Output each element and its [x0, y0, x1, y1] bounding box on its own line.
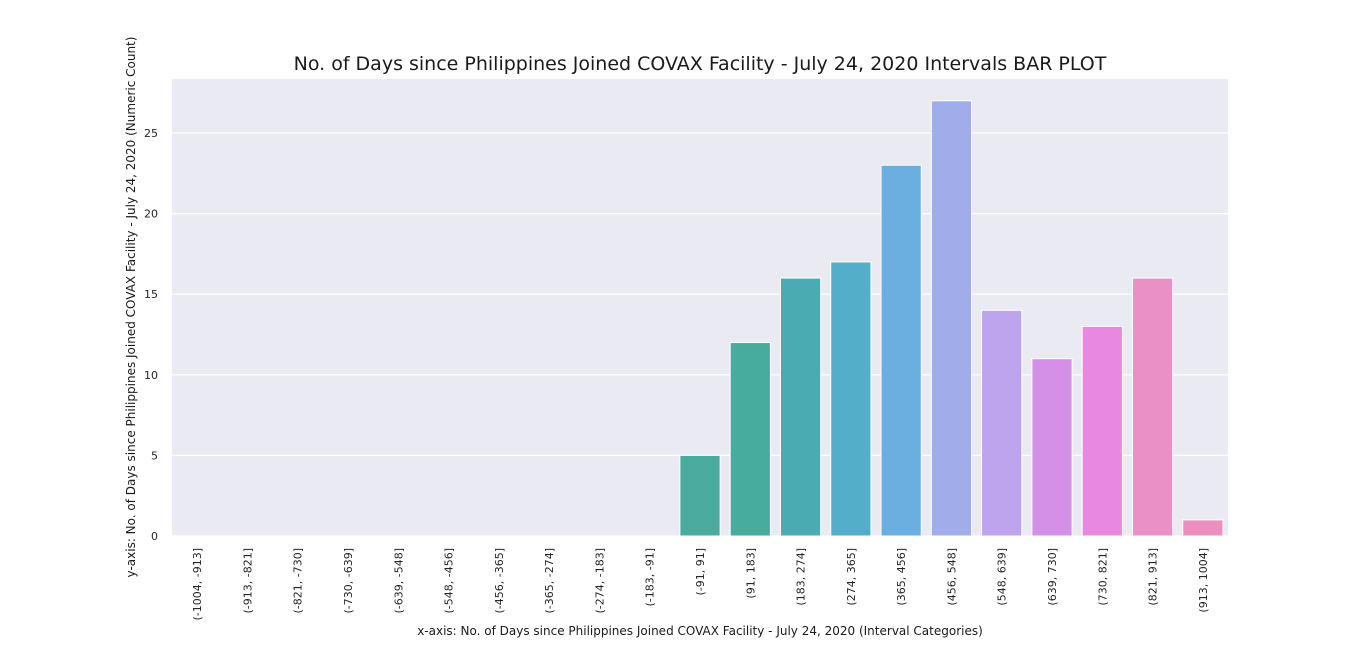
x-tick-label: (456, 548]: [945, 548, 958, 606]
x-tick-label: (-1004, -913]: [191, 548, 204, 621]
x-tick-label: (365, 456]: [895, 548, 908, 606]
bar-11: [729, 342, 771, 537]
bar-19: [1131, 277, 1174, 537]
x-tick-label: (-365, -274]: [543, 548, 556, 614]
bar-10: [679, 454, 721, 537]
x-tick-label: (183, 274]: [795, 548, 808, 606]
x-tick-label: (-821, -730]: [292, 548, 305, 614]
y-tick-label: 0: [151, 530, 158, 543]
chart-title: No. of Days since Philippines Joined COV…: [294, 53, 1107, 75]
x-tick-label: (-183, -91]: [644, 548, 657, 607]
bar-12: [779, 277, 822, 537]
y-tick-label: 5: [151, 449, 158, 462]
y-tick-labels: 0 5 10 15 20 25: [144, 127, 158, 543]
bar-14: [880, 164, 922, 537]
x-tick-label: (-91, 91]: [694, 548, 707, 596]
x-tick-label: (821, 913]: [1147, 548, 1160, 606]
x-tick-label: (-913, -821]: [241, 548, 254, 614]
y-tick-label: 25: [144, 127, 158, 140]
x-tick-label: (-456, -365]: [493, 548, 506, 614]
x-axis-label: x-axis: No. of Days since Philippines Jo…: [417, 624, 983, 638]
bar-18: [1081, 325, 1123, 537]
bars: [679, 100, 1224, 537]
x-tick-label: (274, 365]: [845, 548, 858, 606]
x-tick-labels: (-1004, -913] (-913, -821] (-821, -730] (-7…: [191, 548, 1210, 621]
y-tick-label: 15: [144, 288, 158, 301]
x-tick-label: (639, 730]: [1046, 548, 1059, 606]
bar-17: [1031, 358, 1073, 537]
y-tick-label: 20: [144, 208, 158, 221]
x-tick-label: (-274, -183]: [593, 548, 606, 614]
bar-20: [1182, 519, 1224, 537]
x-tick-label: (91, 183]: [744, 548, 757, 599]
x-tick-label: (-639, -548]: [392, 548, 405, 614]
x-tick-label: (730, 821]: [1096, 548, 1109, 606]
bar-13: [830, 261, 872, 537]
x-tick-label: (-730, -639]: [342, 548, 355, 614]
x-tick-label: (548, 639]: [996, 548, 1009, 606]
y-axis-label: y-axis: No. of Days since Philippines Jo…: [124, 37, 138, 578]
bar-16: [981, 309, 1023, 537]
bar-15: [930, 100, 973, 537]
x-tick-label: (913, 1004]: [1197, 548, 1210, 613]
y-tick-label: 10: [144, 369, 158, 382]
x-tick-label: (-548, -456]: [443, 548, 456, 614]
